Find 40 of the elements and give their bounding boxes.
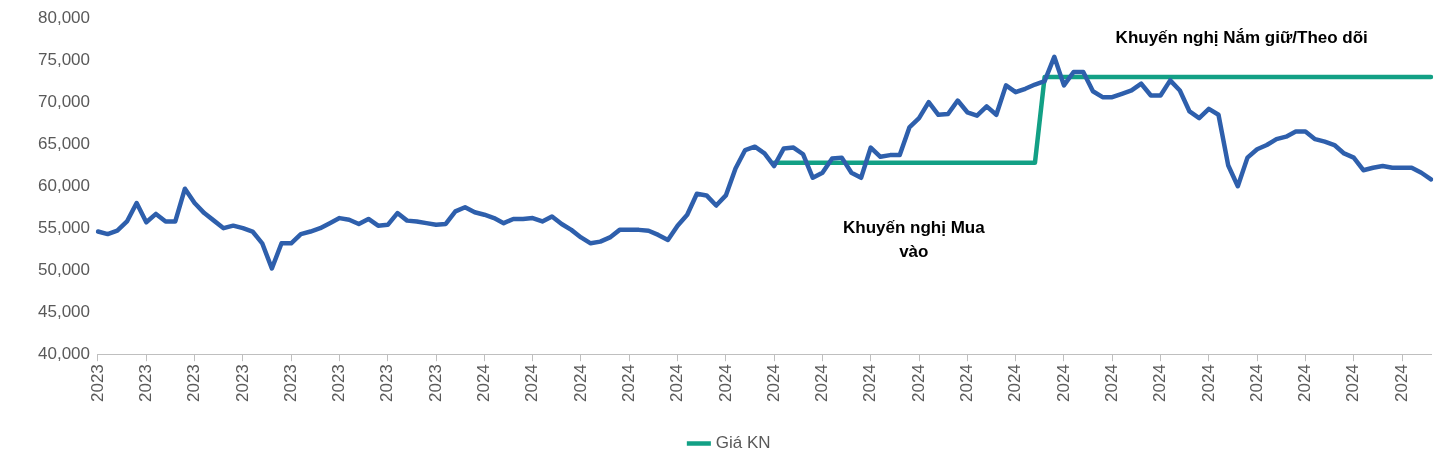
y-tick-label: 45,000 <box>38 301 90 321</box>
x-tick-label: 2023 <box>377 364 397 403</box>
x-tick-label: 2024 <box>812 364 832 403</box>
y-tick-label: 80,000 <box>38 7 90 27</box>
x-tick-label: 2023 <box>184 364 204 403</box>
legend-label: Giá KN <box>715 433 771 453</box>
x-tick-label: 2023 <box>135 364 155 403</box>
x-tick-label: 2023 <box>425 364 445 403</box>
x-tick-label: 2024 <box>763 364 783 403</box>
x-tick-label: 2024 <box>1295 364 1315 403</box>
x-tick-label: 2024 <box>570 364 590 403</box>
x-tick-label: 2024 <box>522 364 542 403</box>
x-tick-label: 2024 <box>860 364 880 403</box>
x-tick-label: 2024 <box>1053 364 1073 403</box>
x-tick-label: 2024 <box>667 364 687 403</box>
x-tick-label: 2024 <box>715 364 735 403</box>
x-tick-label: 2024 <box>1005 364 1025 403</box>
x-tick-label: 2024 <box>1150 364 1170 403</box>
y-tick-label: 75,000 <box>38 49 90 69</box>
y-tick-label: 60,000 <box>38 175 90 195</box>
y-tick-label: 55,000 <box>38 217 90 237</box>
annotation: Khuyến nghị Mua vào <box>842 217 986 261</box>
x-tick-label: 2023 <box>280 364 300 403</box>
x-tick-label: 2023 <box>87 364 107 403</box>
x-tick-label: 2024 <box>1198 364 1218 403</box>
x-tick-label: 2023 <box>329 364 349 403</box>
y-tick-label: 50,000 <box>38 259 90 279</box>
x-tick-label: 2024 <box>1101 364 1121 403</box>
y-tick-label: 40,000 <box>38 343 90 363</box>
y-tick-label: 65,000 <box>38 133 90 153</box>
x-tick-label: 2024 <box>1246 364 1266 403</box>
y-tick-label: 70,000 <box>38 91 90 111</box>
x-tick-label: 2024 <box>1343 364 1363 403</box>
x-tick-label: 2024 <box>1391 364 1411 403</box>
x-tick-label: 2023 <box>232 364 252 403</box>
x-tick-label: 2024 <box>957 364 977 403</box>
x-tick-label: 2024 <box>618 364 638 403</box>
annotation: Khuyến nghị Nắm giữ/Theo dõi <box>1115 28 1368 48</box>
x-tick-label: 2024 <box>474 364 494 403</box>
x-tick-label: 2024 <box>908 364 928 403</box>
